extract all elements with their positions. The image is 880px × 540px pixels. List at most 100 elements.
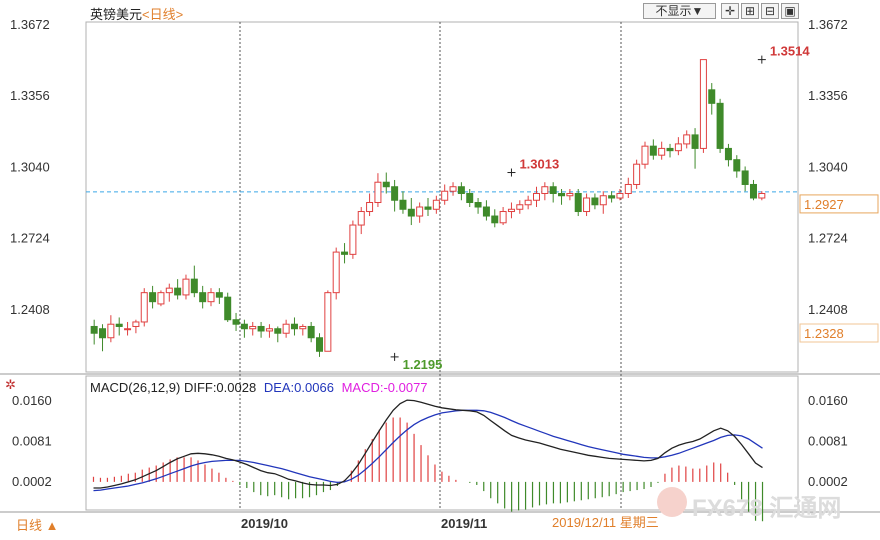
candle-up (124, 328, 132, 331)
candle-up (182, 278, 190, 296)
macd-legend: MACD(26,12,9) DIFF:0.0028 DEA:0.0066 MAC… (90, 380, 428, 395)
candle-down (749, 183, 757, 199)
candle-up (165, 287, 173, 294)
candle-up (441, 190, 449, 201)
candle-up (616, 192, 624, 199)
candle-down (741, 170, 749, 185)
candle-up (641, 145, 649, 165)
price-tick-right: 1.2408 (808, 302, 848, 317)
candle-down (215, 292, 223, 298)
candle-down (733, 159, 741, 172)
macd-panel-frame (85, 375, 799, 511)
candle-up (107, 323, 115, 339)
candle-down (482, 206, 490, 217)
candle-up (674, 143, 682, 152)
candle-down (649, 145, 657, 156)
candle-down (99, 328, 107, 339)
candle-down (391, 186, 399, 201)
candle-down (224, 296, 232, 321)
candle-up (624, 183, 632, 194)
candle-down (466, 192, 474, 204)
candle-down (708, 89, 716, 104)
candle-up (449, 186, 457, 192)
macd-tick-left: 0.0002 (12, 474, 52, 489)
current-price-box (799, 194, 879, 214)
price-tick-right: 1.3040 (808, 159, 848, 174)
macd-diff: DIFF:0.0028 (183, 380, 257, 395)
price-tick-left: 1.3356 (10, 88, 50, 103)
x-label-nov: 2019/11 (441, 516, 487, 531)
candle-down (382, 181, 390, 188)
candle-up (349, 224, 357, 255)
watermark: FX678 汇通网 (692, 495, 842, 522)
candle-down (549, 186, 557, 194)
extreme-label: 1.2195 (403, 357, 443, 372)
candle-up (366, 202, 374, 213)
current-price-label: 1.2927 (804, 197, 844, 212)
candle-down (232, 319, 240, 325)
candle-up (282, 323, 290, 334)
macd-title: MACD(26,12,9) (90, 380, 181, 395)
macd-tick-right: 0.0081 (808, 433, 848, 448)
candle-up (249, 325, 257, 330)
candle-up (432, 199, 440, 210)
candle-down (274, 328, 282, 334)
display-dropdown[interactable]: 不显示▼ (643, 3, 716, 19)
macd-tick-left: 0.0081 (12, 433, 52, 448)
candle-up (699, 59, 707, 149)
candle-down (724, 147, 732, 161)
candle-down (558, 192, 566, 197)
macd-dea: DEA:0.0066 (263, 380, 334, 395)
candle-up (332, 251, 340, 294)
price-tick-left: 1.3040 (10, 159, 50, 174)
candle-down (115, 323, 123, 327)
zoom-out-icon[interactable]: ⊟ (761, 3, 779, 19)
price-tick-left: 1.2408 (10, 302, 50, 317)
candle-up (357, 211, 365, 226)
price-tick-right: 1.3672 (808, 17, 848, 32)
candle-up (566, 192, 574, 197)
scroll-icon[interactable]: ▣ (781, 3, 799, 19)
crosshair-icon[interactable]: ✛ (721, 3, 739, 19)
diff-line (93, 399, 763, 489)
candle-up (758, 192, 766, 199)
candle-down (257, 325, 265, 332)
candle-up (499, 211, 507, 224)
candle-down (174, 287, 182, 296)
candle-down (316, 337, 324, 352)
candle-down (307, 325, 315, 339)
candle-up (299, 325, 307, 330)
candle-up (207, 292, 215, 303)
zoom-in-icon[interactable]: ⊞ (741, 3, 759, 19)
date-readout: 2019/12/11 星期三 (552, 515, 659, 530)
candle-down (457, 186, 465, 194)
candle-up (132, 321, 140, 327)
settings-icon[interactable]: ✲ (5, 377, 16, 392)
candle-up (532, 192, 540, 201)
macd-value: MACD:-0.0077 (341, 380, 428, 395)
candle-down (574, 192, 582, 213)
candle-up (374, 181, 382, 204)
candle-down (199, 292, 207, 303)
candle-down (90, 325, 98, 334)
candle-down (407, 208, 415, 217)
candle-down (240, 323, 248, 330)
watermark-logo-icon (657, 487, 687, 517)
period-button[interactable]: 日线 ▲ (16, 518, 59, 533)
macd-tick-right: 0.0002 (808, 474, 848, 489)
candle-up (599, 195, 607, 206)
dea-line (93, 409, 763, 492)
candle-up (541, 186, 549, 194)
candle-down (491, 215, 499, 224)
candle-down (424, 206, 432, 210)
macd-tick-right: 0.0160 (808, 393, 848, 408)
candle-up (416, 206, 424, 217)
price-tick-right: 1.3356 (808, 88, 848, 103)
candle-up (524, 199, 532, 206)
extreme-label: 1.3514 (770, 44, 811, 59)
candle-down (716, 102, 724, 149)
candle-down (591, 197, 599, 206)
period-link[interactable]: <日线> (142, 7, 184, 22)
candle-down (474, 202, 482, 208)
